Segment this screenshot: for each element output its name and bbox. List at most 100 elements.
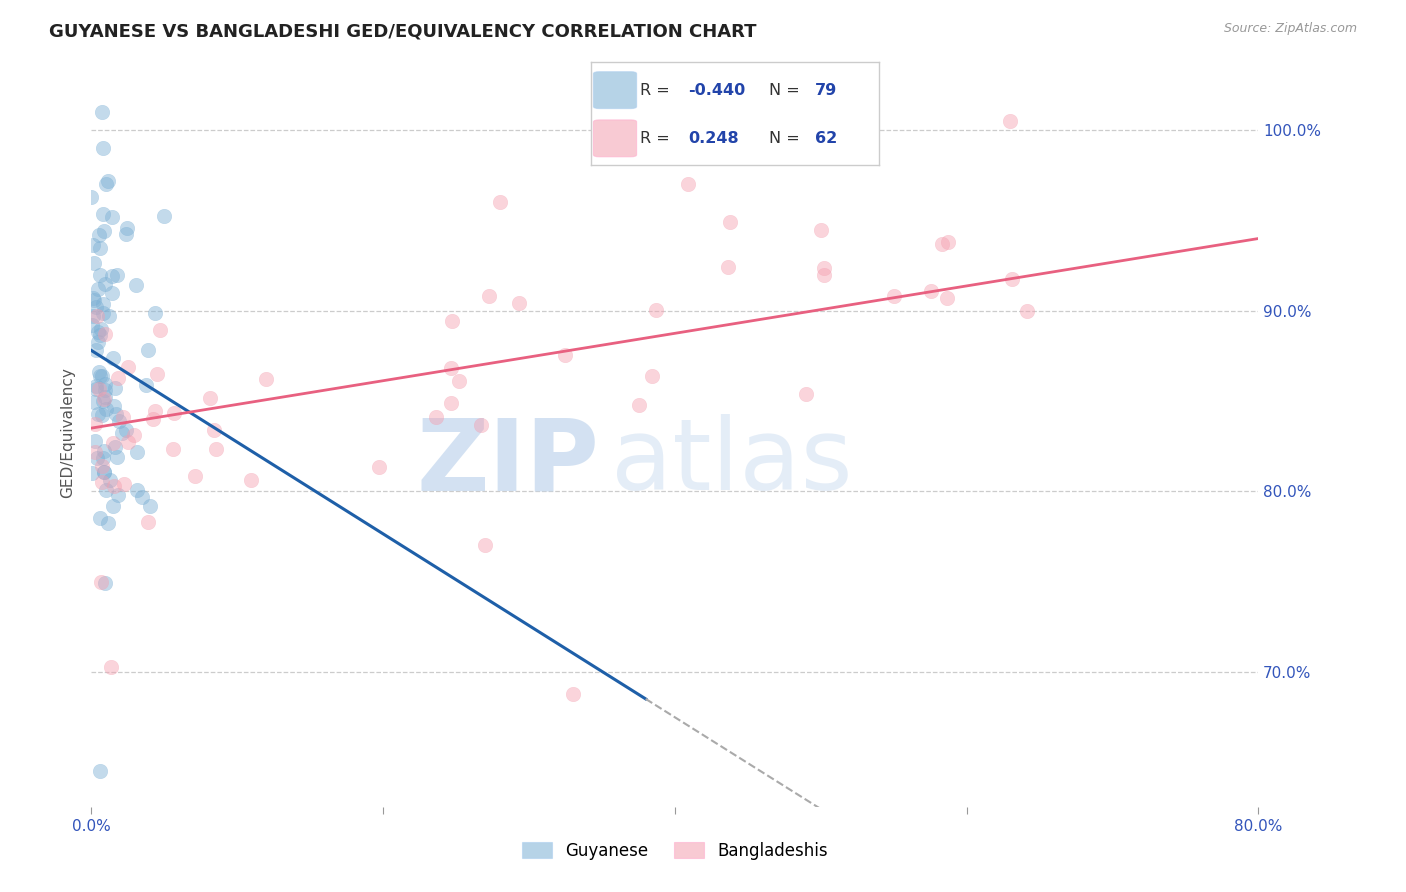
Text: atlas: atlas: [610, 414, 852, 511]
Point: [101, 285, 124, 300]
Point: [83, 256, 105, 270]
Point: [89, 368, 111, 383]
Point: [489, 195, 512, 210]
Point: [115, 220, 138, 235]
Point: [112, 410, 135, 425]
Point: [82, 309, 104, 323]
Point: [125, 278, 148, 293]
Point: [84, 379, 107, 393]
Point: [90, 575, 112, 590]
Point: [91, 207, 114, 221]
Point: [810, 222, 832, 236]
Point: [86, 325, 108, 339]
Point: [628, 398, 651, 412]
Point: [554, 348, 576, 362]
Point: [152, 209, 174, 223]
Point: [131, 490, 153, 504]
Text: R =: R =: [640, 83, 675, 97]
Point: [84, 417, 107, 431]
Point: [96, 174, 118, 188]
Point: [921, 284, 943, 298]
Point: [87, 407, 110, 421]
Point: [86, 310, 108, 324]
Point: [82, 466, 104, 480]
Point: [125, 483, 148, 497]
Text: ZIP: ZIP: [416, 414, 599, 511]
Point: [100, 473, 122, 487]
Text: 62: 62: [815, 131, 838, 146]
Point: [122, 427, 145, 442]
Text: 79: 79: [815, 83, 838, 97]
Point: [883, 289, 905, 303]
Point: [93, 277, 115, 291]
Point: [425, 410, 447, 425]
Point: [101, 210, 124, 224]
Point: [561, 686, 583, 700]
Point: [111, 425, 134, 440]
Point: [91, 141, 114, 155]
Point: [90, 475, 112, 490]
Point: [115, 227, 138, 242]
Point: [94, 327, 117, 342]
Point: [103, 479, 125, 493]
Point: [813, 268, 835, 283]
Point: [254, 371, 277, 385]
Point: [87, 365, 110, 379]
Point: [142, 412, 165, 426]
Point: [108, 414, 131, 428]
Text: GUYANESE VS BANGLADESHI GED/EQUIVALENCY CORRELATION CHART: GUYANESE VS BANGLADESHI GED/EQUIVALENCY …: [49, 22, 756, 40]
Point: [104, 407, 127, 421]
Point: [83, 395, 105, 409]
Point: [101, 499, 124, 513]
Point: [125, 445, 148, 459]
Point: [107, 488, 129, 502]
Point: [93, 576, 115, 591]
Point: [80, 318, 103, 332]
Point: [440, 395, 463, 409]
Point: [184, 469, 207, 483]
Point: [90, 105, 112, 120]
Point: [89, 268, 111, 282]
Point: [935, 292, 957, 306]
Point: [115, 423, 138, 437]
Point: [94, 383, 117, 397]
Point: [80, 190, 103, 204]
Point: [101, 351, 124, 366]
Point: [136, 343, 159, 358]
Point: [441, 314, 464, 328]
Point: [470, 418, 492, 433]
Point: [89, 241, 111, 255]
Point: [1015, 303, 1038, 318]
Point: [163, 407, 186, 421]
Point: [91, 459, 114, 474]
Point: [82, 238, 104, 252]
Point: [83, 293, 105, 307]
Point: [89, 764, 111, 779]
Point: [101, 435, 124, 450]
Point: [204, 423, 226, 437]
Point: [135, 377, 157, 392]
Point: [139, 499, 162, 513]
Point: [91, 394, 114, 409]
Point: [104, 380, 127, 394]
Point: [478, 289, 501, 303]
Point: [89, 511, 111, 525]
Point: [93, 465, 115, 479]
Point: [117, 435, 139, 450]
FancyBboxPatch shape: [593, 120, 637, 157]
Point: [104, 440, 127, 454]
Point: [508, 296, 530, 310]
Point: [146, 367, 169, 381]
Text: R =: R =: [640, 131, 679, 146]
FancyBboxPatch shape: [593, 71, 637, 109]
Point: [90, 408, 112, 422]
Point: [94, 390, 117, 404]
Point: [87, 335, 110, 350]
Point: [87, 382, 110, 396]
Point: [96, 401, 118, 416]
Point: [100, 269, 122, 284]
Point: [440, 360, 463, 375]
Point: [794, 387, 817, 401]
Point: [149, 323, 172, 337]
Point: [84, 444, 107, 458]
